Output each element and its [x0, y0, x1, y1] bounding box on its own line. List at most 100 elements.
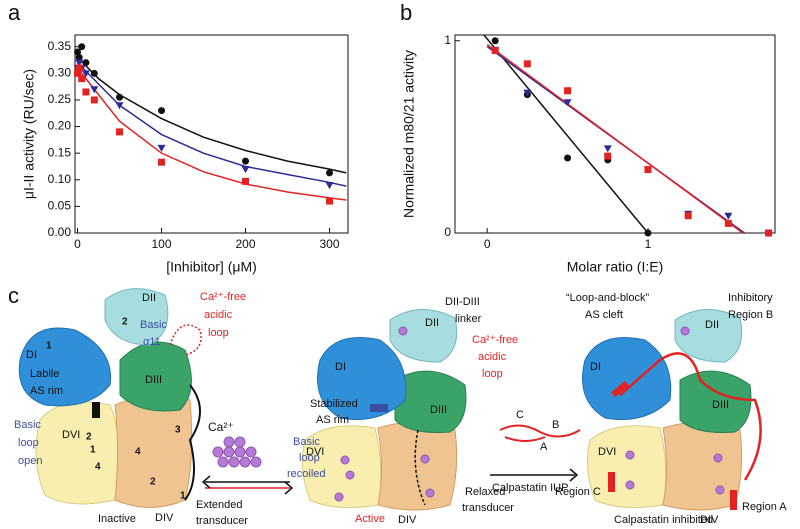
- arrowhead: [201, 475, 294, 495]
- domain-label: DIII: [145, 374, 162, 386]
- label: acidic: [478, 351, 507, 363]
- point: [115, 102, 124, 110]
- domain-label: DIII: [712, 399, 729, 411]
- number: 2: [86, 432, 92, 443]
- plot-frame: [454, 34, 776, 234]
- domain-label: DVI: [62, 429, 80, 441]
- point: [523, 60, 531, 68]
- label: Labile: [30, 368, 59, 380]
- y-tick-label: 0.00: [48, 225, 72, 239]
- calcium-ions: [334, 326, 435, 502]
- y-tick-label: 0.10: [48, 172, 72, 186]
- point: [523, 89, 532, 97]
- domain-diii: [394, 370, 467, 433]
- x-tick-label: 100: [152, 237, 172, 251]
- x-tick-label: 0: [484, 237, 491, 251]
- calcium-ions: [625, 326, 725, 495]
- label: AS rim: [30, 385, 63, 397]
- y-tick-label: 0.30: [48, 65, 72, 79]
- label: loop: [482, 368, 503, 380]
- label: Stabilized: [310, 398, 358, 410]
- domain-di: [18, 327, 112, 407]
- label: Calpastatin IUP: [492, 482, 568, 494]
- y-axis-label: μI-II activity (RU/sec): [21, 69, 37, 199]
- point: [603, 145, 612, 153]
- point: [724, 212, 733, 220]
- region-a: [730, 490, 737, 510]
- arrowhead: [569, 468, 579, 482]
- domain-dvi: [35, 401, 120, 505]
- domain-div: [662, 421, 743, 511]
- label: DII-DIII: [445, 296, 480, 308]
- point: [242, 157, 250, 165]
- region-b: [611, 380, 629, 398]
- point: [242, 177, 250, 185]
- y-tick-label: 0.20: [48, 119, 72, 133]
- point: [158, 107, 166, 115]
- domain-label: DIII: [430, 404, 447, 416]
- x-tick-label: 300: [320, 237, 340, 251]
- point: [325, 182, 334, 190]
- label: AS cleft: [585, 309, 623, 321]
- fit-line: [76, 56, 347, 174]
- region-c: [608, 472, 615, 492]
- label: loop: [208, 327, 229, 339]
- point: [326, 169, 334, 177]
- state-label: Inactive: [98, 513, 136, 525]
- domain-label: DIV: [398, 514, 417, 526]
- state-label: Calpastatin inhibited: [614, 514, 713, 526]
- label: Ca²⁺-free: [200, 291, 246, 303]
- number: 1: [90, 445, 96, 456]
- point: [74, 69, 82, 77]
- point: [78, 43, 86, 51]
- label: open: [18, 455, 42, 467]
- fit-line: [76, 67, 347, 201]
- basic-loop: [370, 404, 388, 412]
- x-axis-label: Molar ratio (I:E): [567, 259, 663, 275]
- fit-line: [486, 44, 744, 234]
- y-axis-label: Normalized m80/21 activity: [401, 50, 417, 218]
- number: 1: [180, 491, 186, 502]
- y-tick-label: 0: [444, 225, 451, 239]
- label: Region B: [728, 309, 773, 321]
- domain-dii: [674, 309, 743, 363]
- point: [684, 212, 692, 220]
- point: [326, 197, 334, 205]
- label: acidic: [204, 309, 233, 321]
- y-tick-label: 0.25: [48, 92, 72, 106]
- label: recoiled: [287, 468, 326, 480]
- number: 2: [122, 317, 128, 328]
- panel-label: b: [400, 0, 412, 25]
- label: Inhibitory: [728, 292, 773, 304]
- point: [78, 75, 86, 83]
- label: loop: [18, 437, 39, 449]
- label: A: [540, 441, 548, 453]
- x-axis-label: [Inhibitor] (μM): [166, 259, 257, 275]
- label: transducer: [196, 515, 248, 527]
- point: [491, 46, 499, 54]
- label: C: [516, 409, 524, 421]
- point: [82, 88, 90, 96]
- domain-label: DII: [425, 317, 439, 329]
- basic-loop: [92, 402, 100, 418]
- point: [241, 166, 250, 174]
- label: AS rim: [316, 414, 349, 426]
- number: 2: [150, 477, 156, 488]
- label: Basic: [14, 419, 41, 431]
- state-label: Active: [355, 513, 385, 525]
- domain-dii: [104, 288, 169, 346]
- point: [724, 219, 732, 227]
- point: [604, 152, 612, 160]
- point: [563, 99, 572, 107]
- label: Ca²⁺: [208, 420, 234, 434]
- panel-c-labels: c DII 2 Basic α11 Ca²⁺-free acidic loop …: [8, 283, 787, 527]
- plot-frame: [74, 34, 349, 234]
- domain-label: DVI: [598, 446, 616, 458]
- label: Basic: [140, 319, 167, 331]
- label: Basic: [293, 436, 320, 448]
- calcium-ions: [212, 436, 262, 468]
- x-tick-label: 1: [645, 237, 652, 251]
- point: [564, 87, 572, 95]
- y-tick-label: 1: [444, 33, 451, 47]
- point: [765, 229, 773, 237]
